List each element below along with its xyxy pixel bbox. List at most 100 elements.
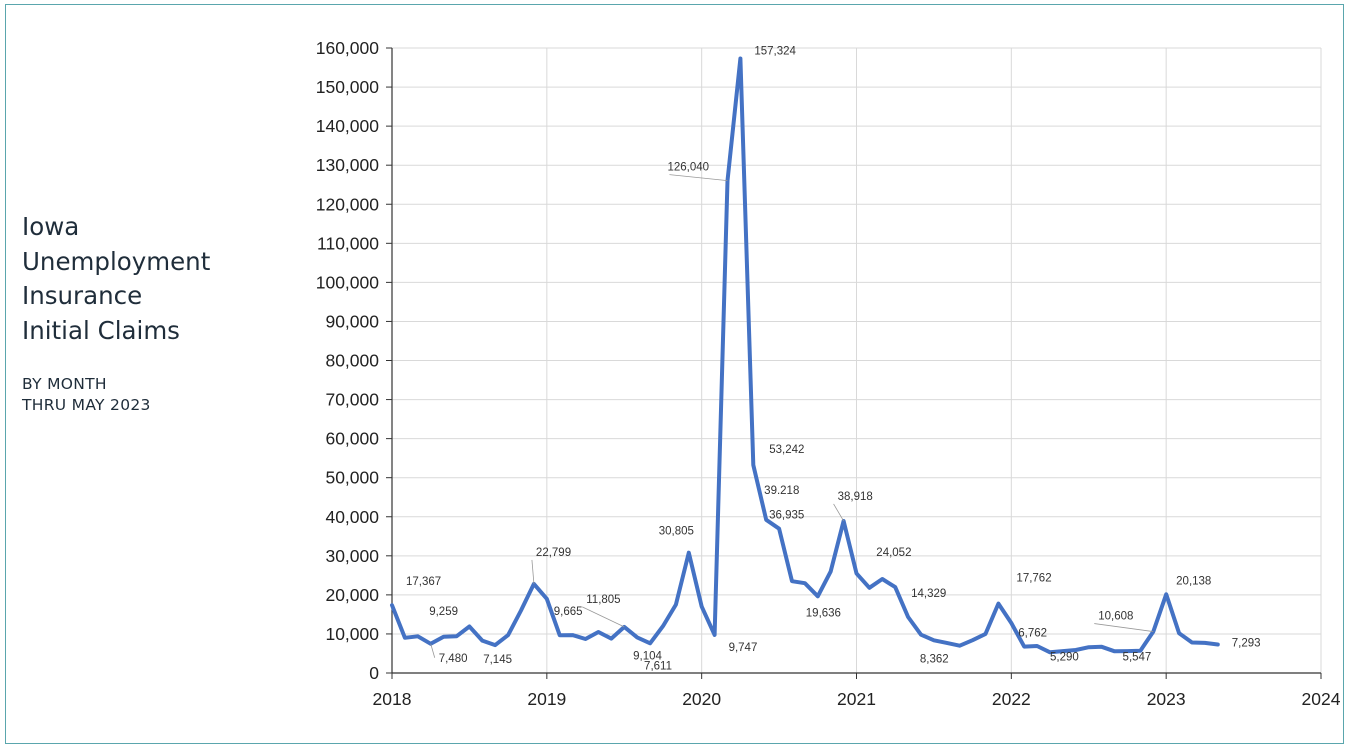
data-point bbox=[751, 463, 755, 467]
data-point bbox=[971, 638, 975, 642]
subtitle-line: THRU MAY 2023 bbox=[22, 396, 151, 414]
y-tick-label: 100,000 bbox=[316, 272, 380, 292]
data-label: 7,293 bbox=[1232, 638, 1261, 650]
x-tick-label: 2020 bbox=[682, 689, 721, 709]
data-point bbox=[984, 632, 988, 636]
data-label-leader bbox=[1094, 623, 1154, 632]
data-label: 7,145 bbox=[483, 654, 512, 666]
y-tick-label: 150,000 bbox=[316, 77, 380, 97]
data-point bbox=[996, 602, 1000, 606]
data-point bbox=[622, 625, 626, 629]
data-label: 19,636 bbox=[806, 607, 841, 619]
subtitle-line: BY MONTH bbox=[22, 375, 107, 393]
data-point bbox=[493, 643, 497, 647]
data-point bbox=[880, 577, 884, 581]
data-label: 17,762 bbox=[1016, 573, 1051, 585]
data-point bbox=[1190, 641, 1194, 645]
data-point bbox=[519, 609, 523, 613]
data-point bbox=[687, 551, 691, 555]
data-point bbox=[893, 585, 897, 589]
y-tick-label: 20,000 bbox=[325, 585, 379, 605]
data-label: 5,290 bbox=[1050, 651, 1079, 663]
data-point bbox=[661, 624, 665, 628]
x-tick-label: 2018 bbox=[373, 689, 412, 709]
data-point bbox=[764, 518, 768, 522]
data-point bbox=[442, 635, 446, 639]
data-label: 7,480 bbox=[439, 653, 468, 665]
data-label: 6,762 bbox=[1018, 628, 1047, 640]
y-tick-label: 50,000 bbox=[325, 468, 379, 488]
data-point bbox=[906, 615, 910, 619]
data-label: 10,608 bbox=[1098, 611, 1133, 623]
title-line: Initial Claims bbox=[22, 315, 180, 345]
data-point bbox=[700, 605, 704, 609]
data-label: 39.218 bbox=[764, 485, 799, 497]
data-point bbox=[945, 641, 949, 645]
data-point bbox=[1177, 631, 1181, 635]
data-point bbox=[403, 636, 407, 640]
x-tick-label: 2019 bbox=[527, 689, 566, 709]
data-point bbox=[932, 638, 936, 642]
y-tick-label: 140,000 bbox=[316, 116, 380, 136]
data-point bbox=[713, 633, 717, 637]
data-label-leader bbox=[531, 559, 535, 584]
y-tick-label: 160,000 bbox=[316, 38, 380, 58]
data-point bbox=[738, 57, 742, 61]
data-label: 9,259 bbox=[429, 606, 458, 618]
chart-title: Iowa Unemployment Insurance Initial Clai… bbox=[22, 210, 262, 348]
title-line: Unemployment bbox=[22, 246, 211, 276]
data-point bbox=[390, 603, 394, 607]
data-point bbox=[1022, 645, 1026, 649]
data-point bbox=[558, 633, 562, 637]
data-point bbox=[545, 597, 549, 601]
data-point bbox=[829, 569, 833, 573]
y-tick-label: 60,000 bbox=[325, 429, 379, 449]
data-label: 30,805 bbox=[659, 526, 694, 538]
data-label: 36,935 bbox=[769, 510, 804, 522]
data-point bbox=[803, 581, 807, 585]
y-tick-label: 30,000 bbox=[325, 546, 379, 566]
data-label: 22,799 bbox=[536, 547, 571, 559]
data-point bbox=[1164, 592, 1168, 596]
data-point bbox=[571, 633, 575, 637]
data-label: 14,329 bbox=[911, 588, 946, 600]
title-line: Insurance bbox=[22, 281, 143, 310]
x-tick-label: 2022 bbox=[992, 689, 1031, 709]
data-point bbox=[790, 579, 794, 583]
data-point bbox=[455, 634, 459, 638]
y-tick-label: 10,000 bbox=[325, 624, 379, 644]
data-label: 9,747 bbox=[729, 642, 758, 654]
x-tick-label: 2021 bbox=[837, 689, 876, 709]
data-point bbox=[1100, 645, 1104, 649]
data-label: 9,665 bbox=[554, 606, 583, 618]
data-label: 9,104 bbox=[633, 650, 662, 662]
data-label: 11,805 bbox=[586, 594, 620, 606]
data-point bbox=[1009, 621, 1013, 625]
data-point bbox=[958, 644, 962, 648]
data-point bbox=[1087, 645, 1091, 649]
data-point bbox=[1203, 641, 1207, 645]
data-label-leader bbox=[582, 606, 625, 628]
data-point bbox=[1035, 644, 1039, 648]
data-point bbox=[842, 519, 846, 523]
y-tick-label: 40,000 bbox=[325, 507, 379, 527]
data-point bbox=[480, 639, 484, 643]
data-point bbox=[416, 634, 420, 638]
data-point bbox=[919, 633, 923, 637]
y-tick-label: 70,000 bbox=[325, 390, 379, 410]
data-point bbox=[584, 637, 588, 641]
y-tick-label: 130,000 bbox=[316, 155, 380, 175]
y-tick-label: 80,000 bbox=[325, 351, 379, 371]
data-label: 7,611 bbox=[644, 660, 672, 672]
data-label-leader bbox=[430, 643, 436, 658]
data-point bbox=[674, 603, 678, 607]
data-label: 8,362 bbox=[920, 653, 949, 665]
y-tick-label: 90,000 bbox=[325, 311, 379, 331]
y-tick-label: 120,000 bbox=[316, 194, 380, 214]
data-point bbox=[648, 641, 652, 645]
data-point bbox=[1113, 649, 1117, 653]
data-point bbox=[467, 625, 471, 629]
data-label: 5,547 bbox=[1123, 651, 1152, 663]
data-label: 157,324 bbox=[754, 45, 796, 57]
data-label: 20,138 bbox=[1176, 575, 1211, 587]
